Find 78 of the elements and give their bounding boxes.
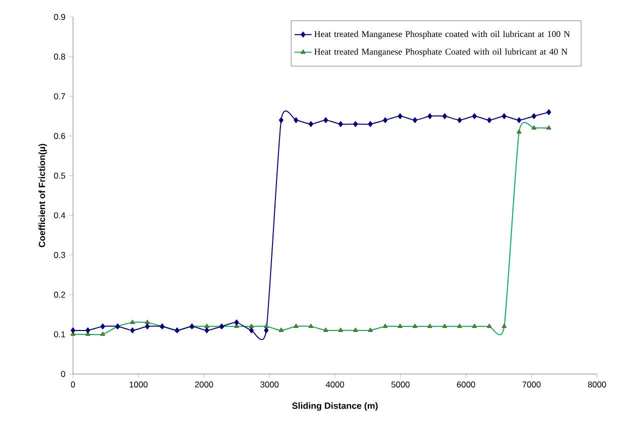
point	[70, 327, 76, 334]
point	[546, 109, 552, 116]
point	[85, 332, 90, 336]
y-tick-label: 0.4	[54, 212, 66, 218]
point	[427, 324, 432, 328]
x-tick-label: 5000	[391, 382, 410, 388]
point	[144, 320, 150, 324]
point	[323, 117, 328, 124]
point	[86, 327, 90, 334]
point	[338, 121, 343, 127]
point	[442, 113, 448, 120]
x-tick-label: 7000	[522, 382, 541, 388]
y-tick-label: 0.5	[54, 172, 66, 179]
point	[294, 117, 298, 124]
x-tick-label: 2000	[195, 382, 214, 388]
point	[442, 324, 448, 328]
x-tick-label: 0	[70, 382, 76, 388]
point	[130, 327, 135, 334]
point	[546, 125, 552, 130]
point	[234, 320, 239, 326]
x-tick-label: 4000	[326, 382, 344, 388]
point	[382, 324, 388, 328]
point	[532, 113, 536, 120]
point	[487, 117, 492, 124]
x-tick-label: 6000	[457, 382, 476, 388]
point	[145, 324, 150, 330]
point	[353, 121, 358, 127]
legend-label: Heat treated Manganese Phosphate coated with oil lubricant at 100 N	[314, 30, 570, 39]
point	[249, 327, 254, 334]
x-tick-label: 8000	[588, 382, 606, 388]
point	[516, 117, 522, 124]
point	[398, 113, 402, 120]
point	[130, 320, 135, 324]
point	[428, 113, 432, 120]
point	[486, 324, 492, 328]
y-tick-label: 0.3	[54, 252, 66, 258]
point	[294, 324, 298, 328]
point	[516, 129, 522, 134]
point	[412, 117, 418, 124]
point	[308, 324, 314, 328]
y-axis-title: Coefficient of Friction(μ)	[38, 144, 47, 248]
point	[398, 324, 403, 328]
point	[532, 125, 536, 130]
point	[204, 324, 210, 328]
point	[308, 121, 314, 127]
point	[264, 324, 269, 328]
point	[368, 328, 373, 332]
y-tick-label: 0.7	[54, 93, 66, 100]
point	[100, 324, 106, 330]
point	[70, 332, 76, 336]
point	[502, 324, 507, 328]
point	[338, 328, 344, 332]
point	[323, 328, 328, 332]
x-tick-label: 1000	[130, 382, 148, 388]
y-tick-label: 0.6	[54, 133, 66, 139]
point	[472, 113, 477, 120]
x-axis-title: Sliding Distance (m)	[292, 402, 378, 411]
point	[204, 327, 210, 334]
x-tick-label: 3000	[260, 382, 279, 388]
point	[264, 327, 269, 334]
point	[412, 324, 418, 328]
point	[457, 117, 462, 124]
y-tick-label: 0.2	[54, 292, 66, 298]
legend-label: Heat treated Manganese Phosphate Coated with oil lubricant at 40 N	[314, 48, 568, 57]
point	[278, 328, 284, 332]
point	[249, 324, 254, 328]
point	[368, 121, 373, 127]
point	[278, 117, 284, 124]
point	[502, 113, 506, 120]
y-tick-label: 0.8	[54, 54, 66, 60]
y-tick-label: 0	[61, 371, 66, 377]
y-tick-label: 0.9	[54, 14, 66, 20]
y-tick-label: 0.1	[54, 331, 66, 338]
point	[353, 328, 358, 332]
point	[457, 324, 462, 328]
point	[472, 324, 477, 328]
point	[100, 332, 106, 336]
point	[382, 117, 388, 124]
